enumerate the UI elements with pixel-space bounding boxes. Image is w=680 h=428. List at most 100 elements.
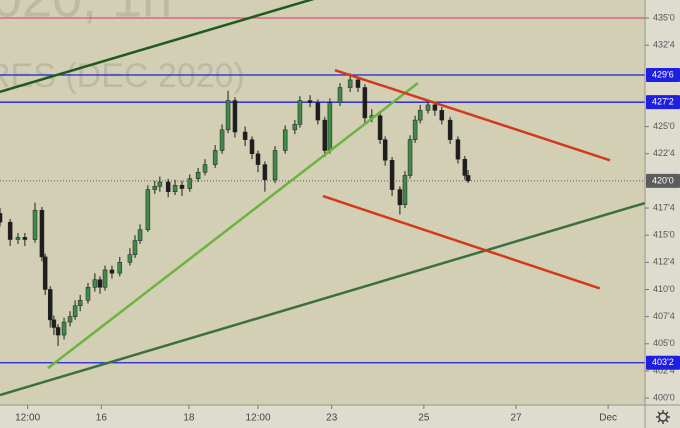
x-tick-label: Dec <box>599 413 617 424</box>
y-tick-label: 405'0 <box>653 338 675 348</box>
candle-body <box>67 316 73 323</box>
y-tick-label: 412'4 <box>653 257 675 267</box>
candle-body <box>109 269 115 274</box>
x-tick-label: 25 <box>418 413 430 424</box>
candle-body <box>179 184 185 189</box>
candle-body <box>407 139 413 176</box>
y-tick-label: 422'4 <box>653 148 675 158</box>
candle-body <box>7 221 13 240</box>
candle-body <box>462 158 468 176</box>
plot-area <box>0 0 645 405</box>
candle-body <box>145 189 151 231</box>
candle-body <box>232 100 238 133</box>
x-tick-label: 12:00 <box>245 413 270 424</box>
price-label-bg <box>646 355 680 370</box>
candle-body <box>32 209 38 240</box>
candle-body <box>382 139 388 161</box>
y-tick-label: 410'0 <box>653 284 675 294</box>
candle-body <box>0 213 3 223</box>
candle-body <box>127 254 133 263</box>
trend-line <box>334 68 611 162</box>
candle-body <box>15 237 21 240</box>
candle-body <box>72 305 78 317</box>
y-tick-label: 402'4 <box>653 365 675 375</box>
settings-icon[interactable] <box>656 410 670 424</box>
y-tick-label: 425'0 <box>653 121 675 131</box>
candle-body <box>255 153 261 165</box>
candle-body <box>389 160 395 190</box>
candle-body <box>51 319 57 328</box>
candle-body <box>455 139 461 160</box>
candle-body <box>439 110 445 121</box>
candle-body <box>22 237 28 240</box>
candle-body <box>132 240 138 255</box>
candle-body <box>397 189 403 206</box>
price-label-bg <box>646 95 680 110</box>
x-tick-label: 27 <box>510 413 522 424</box>
price-label: 427'2 <box>652 97 674 107</box>
candle-body <box>97 279 103 288</box>
candle-body <box>172 184 178 193</box>
candle-body <box>322 119 328 151</box>
price-label: 420'0 <box>652 175 674 185</box>
candle-body <box>219 129 225 151</box>
candle-body <box>272 150 278 181</box>
candle-body <box>417 110 423 121</box>
x-tick-label: 23 <box>326 413 338 424</box>
candle-body <box>92 279 98 288</box>
candle-body <box>42 256 48 290</box>
axes: 435'0 432'4 425'0 422'4 417'4 415'0 412'4 410'0… <box>15 12 680 424</box>
trend-line <box>322 194 601 290</box>
trend-line <box>0 201 645 397</box>
y-tick-label: 432'4 <box>653 40 675 50</box>
candle-body <box>195 171 201 179</box>
plot: 020, 1h RES (DEC 2020) <box>0 0 645 397</box>
y-tick-label: 415'0 <box>653 230 675 240</box>
price-label-bg <box>646 68 680 83</box>
trend-line <box>0 0 315 94</box>
x-tick-label: 18 <box>183 413 195 424</box>
candle-body <box>249 139 255 154</box>
candle-body <box>55 327 61 336</box>
candle-body <box>262 164 268 181</box>
candle-body <box>202 164 208 173</box>
candle-body <box>412 119 418 140</box>
y-tick-label: 435'0 <box>653 12 675 22</box>
candle-body <box>362 87 368 119</box>
candle-body <box>425 104 431 111</box>
candle-body <box>85 287 91 301</box>
y-tick-label: 400'0 <box>653 392 675 402</box>
candle-body <box>77 300 83 307</box>
y-tick-label: 407'4 <box>653 311 675 321</box>
candle-body <box>47 289 53 321</box>
candle-body <box>242 131 248 140</box>
candle-body <box>225 100 231 131</box>
y-tick-label: 417'4 <box>653 202 675 212</box>
candle-body <box>337 87 343 103</box>
candle-body <box>137 229 143 241</box>
price-label-bg <box>646 173 680 188</box>
candle-body <box>212 150 218 165</box>
trend-line <box>47 82 419 370</box>
candle-body <box>432 104 438 111</box>
candle-body <box>327 102 333 151</box>
price-label: 429'6 <box>652 69 674 79</box>
x-tick-label: 12:00 <box>15 413 40 424</box>
candle-body <box>377 115 383 140</box>
candle-body <box>315 102 321 121</box>
candle-body <box>39 209 45 258</box>
candle-body <box>152 186 158 190</box>
candle-body <box>282 129 288 151</box>
candle-body <box>355 79 361 88</box>
candle-body <box>402 175 408 206</box>
candle-body <box>187 178 193 189</box>
candle-body <box>347 79 353 88</box>
watermark: RES (DEC 2020) <box>0 57 245 95</box>
price-label: 403'2 <box>652 357 674 367</box>
candle-body <box>165 181 171 193</box>
candle-body <box>447 119 453 140</box>
candle-body <box>102 269 108 288</box>
candle-body <box>465 175 471 182</box>
candle-body <box>292 124 298 131</box>
